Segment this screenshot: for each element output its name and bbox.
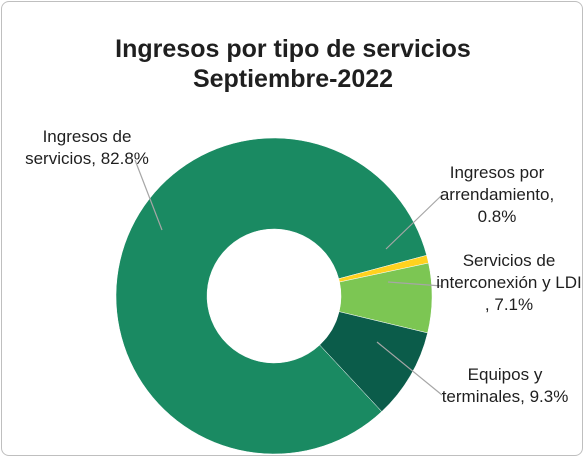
chart-subtitle: Septiembre-2022: [192, 65, 394, 93]
leader-lines: [134, 159, 443, 396]
label-category: Equipos y terminales,: [441, 365, 543, 406]
data-label: Servicios de interconexión y LDI , 7.1%: [434, 250, 582, 316]
label-value: 82.8%: [100, 149, 149, 168]
chart-title: Ingresos por tipo de servicios: [115, 35, 471, 63]
slices: [115, 137, 433, 455]
label-category: Ingresos por arrendamiento,: [439, 163, 555, 204]
leader-line: [385, 194, 443, 250]
leader-line: [134, 159, 163, 231]
label-value: 9.3%: [529, 387, 569, 406]
data-label: Ingresos de servicios, 82.8%: [12, 126, 162, 170]
label-category: Ingresos de servicios,: [25, 127, 132, 168]
label-value: 0.8%: [477, 207, 517, 226]
label-value: 7.1%: [494, 295, 534, 314]
data-label: Ingresos por arrendamiento, 0.8%: [422, 162, 572, 228]
leader-line: [376, 341, 443, 396]
leader-line: [387, 281, 443, 287]
donut-slice: [319, 311, 428, 412]
label-category: Servicios de interconexión y LDI ,: [436, 251, 582, 314]
data-label: Equipos y terminales, 9.3%: [430, 364, 580, 408]
donut-slice: [115, 137, 427, 455]
